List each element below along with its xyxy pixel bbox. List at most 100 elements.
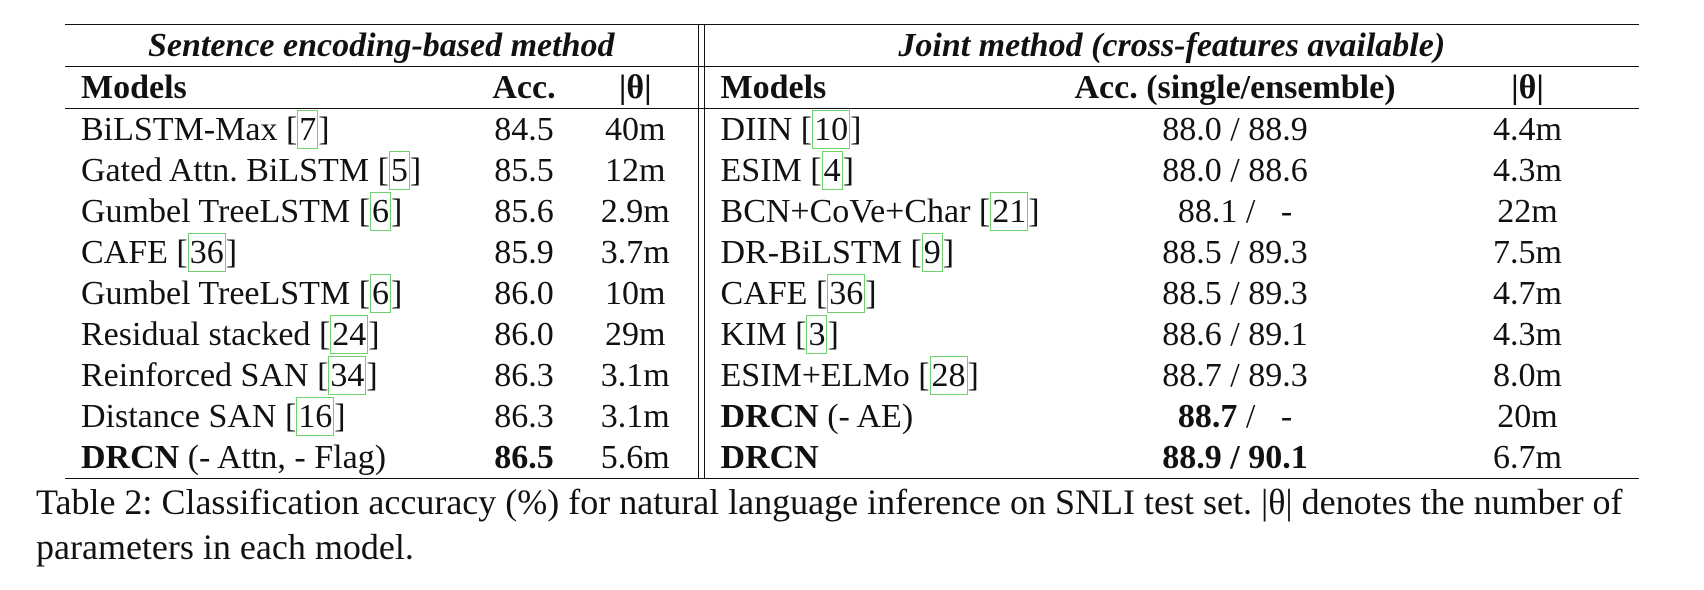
right-model-name: ESIM+ELMo (720, 357, 910, 394)
column-separator (697, 66, 705, 109)
left-model-name: BiLSTM-Max (81, 111, 278, 148)
left-model-name: CAFE (81, 234, 168, 271)
right-model-name: ESIM (720, 152, 802, 189)
left-acc-cell: 85.9 (494, 234, 554, 271)
group-header-row: Sentence encoding-based method Joint met… (65, 24, 1640, 67)
right-acc-value: 88.9 / 90.1 (1162, 439, 1308, 476)
column-separator (697, 150, 705, 191)
right-model-name: DIIN (720, 111, 793, 148)
right-acc-value: 88.5 / 89.3 (1162, 275, 1308, 312)
citation-link[interactable]: 16 (296, 397, 335, 436)
left-acc-cell: 85.6 (494, 193, 554, 230)
results-table: Sentence encoding-based method Joint met… (65, 24, 1640, 479)
right-model-cell: DRCN (704, 437, 1054, 479)
table-row: DRCN (- Attn, - Flag) 86.5 5.6m DRCN 88.9 / … (65, 437, 1640, 479)
right-model-name: DR-BiLSTM (720, 234, 902, 271)
right-model-name: BCN+CoVe+Char (720, 193, 971, 230)
left-model-name: Residual stacked (81, 316, 311, 353)
right-params-cell: 8.0m (1493, 357, 1562, 394)
right-acc-cell: 88.9 / 90.1 (1054, 437, 1416, 479)
column-separator (697, 24, 705, 67)
citation-link[interactable]: 36 (187, 233, 226, 272)
right-params-header: |θ| (1511, 69, 1544, 106)
left-params-cell: 3.7m (600, 234, 670, 271)
citation-link[interactable]: 10 (812, 110, 851, 149)
right-model-suffix: (- AE) (827, 398, 914, 435)
column-separator (697, 108, 705, 150)
group-right-header: Joint method (cross-features available) (898, 27, 1446, 64)
right-params-cell: 20m (1497, 398, 1558, 435)
results-table-body: BiLSTM-Max [7] 84.5 40m DIIN [10] 88.0 / 88.… (65, 108, 1640, 479)
left-models-header: Models (81, 69, 187, 106)
right-model-cell: DRCN (- AE) (704, 396, 1054, 437)
left-model-name: DRCN (81, 439, 180, 476)
table-row: BiLSTM-Max [7] 84.5 40m DIIN [10] 88.0 / 88.… (65, 108, 1639, 150)
right-acc-value: 88.7 / 89.3 (1162, 357, 1308, 394)
left-acc-header: Acc. (492, 69, 556, 106)
column-header-row: Models Acc. |θ| Models Acc. (single/ense… (65, 66, 1640, 109)
right-acc-cell: 88.1 / - (1054, 191, 1416, 232)
citation-link[interactable]: 34 (328, 356, 367, 395)
right-acc-cell: 88.7 / 89.3 (1054, 355, 1416, 396)
left-acc-cell: 84.5 (494, 111, 554, 148)
citation-link[interactable]: 6 (370, 274, 392, 313)
citation-link[interactable]: 36 (827, 274, 866, 313)
left-params-cell: 29m (605, 316, 666, 353)
column-separator (697, 191, 705, 232)
left-params-cell: 3.1m (600, 398, 670, 435)
right-acc-rest: / - (1245, 398, 1293, 435)
column-separator (697, 314, 705, 355)
left-params-cell: 5.6m (600, 439, 670, 476)
citation-link[interactable]: 28 (929, 356, 968, 395)
left-params-cell: 3.1m (600, 357, 670, 394)
right-params-cell: 6.7m (1493, 439, 1562, 476)
table-row: Gumbel TreeLSTM [6] 86.0 10m CAFE [36] 88.5 … (65, 273, 1639, 314)
left-acc-cell: 86.3 (494, 398, 554, 435)
right-acc-value: 88.0 / 88.9 (1162, 111, 1308, 148)
right-params-cell: 4.3m (1493, 152, 1562, 189)
citation-link[interactable]: 6 (370, 192, 392, 231)
right-acc-cell: 88.0 / 88.6 (1054, 150, 1416, 191)
right-model-name: CAFE (720, 275, 808, 312)
left-model-name: Distance SAN (81, 398, 277, 435)
right-model-name: KIM (720, 316, 787, 353)
citation-link[interactable]: 4 (821, 151, 843, 190)
citation-link[interactable]: 21 (990, 192, 1029, 231)
right-params-cell: 7.5m (1493, 234, 1562, 271)
right-model-name: DRCN (720, 398, 819, 435)
right-model-cell: DR-BiLSTM [9] (720, 233, 955, 272)
left-params-cell: 40m (605, 111, 666, 148)
right-params-cell: 4.3m (1493, 316, 1562, 353)
right-model-cell: ESIM [4] (720, 151, 854, 190)
right-model-cell: KIM [3] (720, 315, 839, 354)
caption-text: Classification accuracy (%) for natural … (36, 482, 1623, 567)
citation-link[interactable]: 9 (921, 233, 943, 272)
right-model-cell: BCN+CoVe+Char [21] (720, 192, 1040, 231)
table-row: CAFE [36] 85.9 3.7m DR-BiLSTM [9] 88.5 / 89.… (65, 232, 1639, 273)
left-model-cell: Gumbel TreeLSTM [6] (81, 192, 403, 231)
right-params-cell: 22m (1497, 193, 1558, 230)
citation-link[interactable]: 7 (297, 110, 319, 149)
citation-link[interactable]: 24 (330, 315, 369, 354)
right-acc-value: 88.5 / 89.3 (1162, 234, 1308, 271)
caption-label: Table 2: (36, 482, 153, 522)
table-row: Reinforced SAN [34] 86.3 3.1m ESIM+ELMo [28… (65, 355, 1639, 396)
left-params-header: |θ| (618, 69, 652, 106)
left-model-name: Gumbel TreeLSTM (81, 193, 351, 230)
column-separator (697, 232, 705, 273)
group-left-header: Sentence encoding-based method (147, 27, 615, 64)
left-acc-cell: 85.5 (494, 152, 554, 189)
results-table-container: Sentence encoding-based method Joint met… (65, 24, 1640, 479)
left-params-cell: 10m (605, 275, 666, 312)
left-model-name: Gumbel TreeLSTM (81, 275, 351, 312)
citation-link[interactable]: 5 (388, 151, 410, 190)
column-separator (697, 437, 705, 479)
right-params-cell: 4.7m (1493, 275, 1562, 312)
left-model-cell: DRCN (- Attn, - Flag) (65, 437, 475, 479)
right-acc-cell: 88.5 / 89.3 (1054, 273, 1416, 314)
citation-link[interactable]: 3 (806, 315, 828, 354)
left-model-cell: BiLSTM-Max [7] (81, 110, 330, 149)
table-row: Gumbel TreeLSTM [6] 85.6 2.9m BCN+CoVe+Char… (65, 191, 1639, 232)
right-acc-value: 88.0 / 88.6 (1162, 152, 1308, 189)
column-separator (697, 396, 705, 437)
